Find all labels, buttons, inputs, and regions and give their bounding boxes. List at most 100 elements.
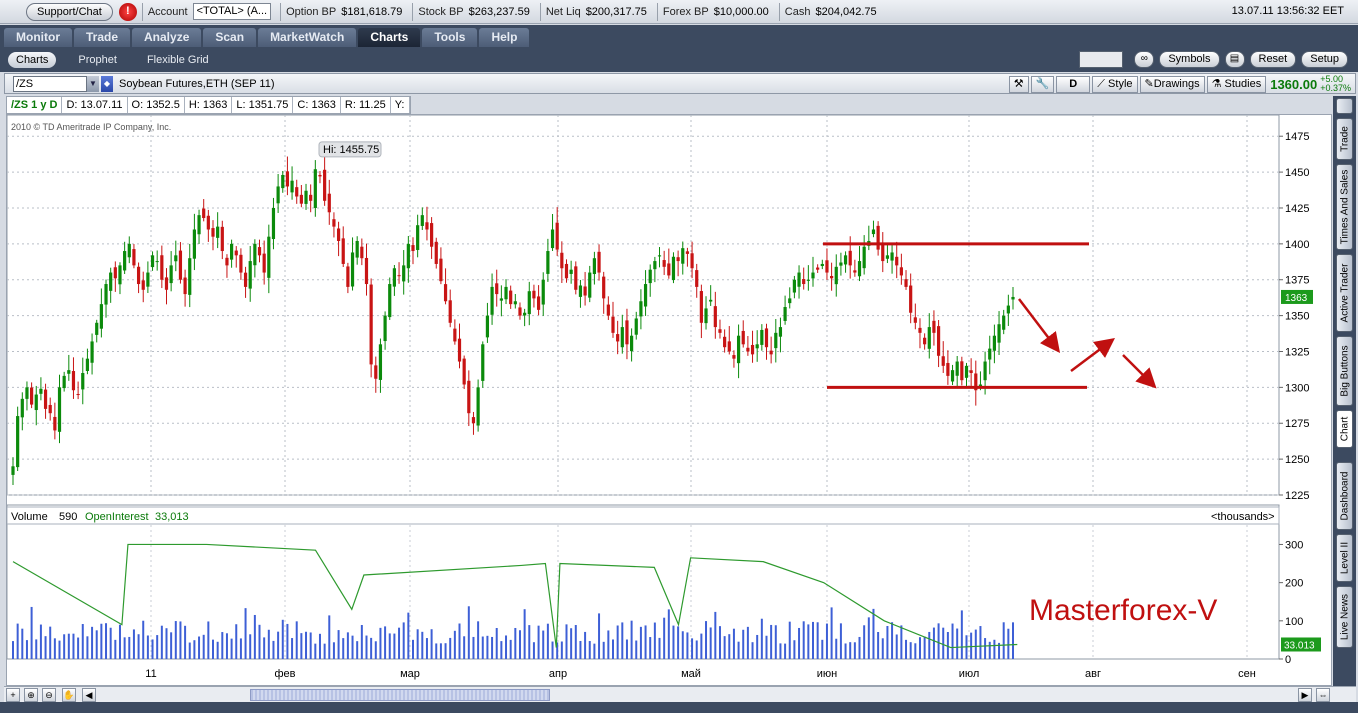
reset-button[interactable]: Reset [1249, 51, 1297, 68]
candle-body [555, 222, 559, 250]
candle-body [657, 255, 662, 257]
candle-body [509, 290, 513, 305]
candle-body [583, 286, 587, 296]
candle-body [262, 253, 266, 273]
candle-body [685, 251, 690, 254]
symbol-input[interactable]: /ZS [13, 75, 87, 92]
tab-charts[interactable]: Charts [358, 28, 421, 47]
chart-area[interactable]: 2010 © TD Ameritrade IP Company, Inc. Hi… [6, 114, 1332, 686]
subtab-flexible-grid[interactable]: Flexible Grid [146, 53, 209, 66]
y-tick-label: 1450 [1285, 167, 1309, 179]
candle-body [820, 263, 824, 267]
setup-button[interactable]: Setup [1301, 51, 1348, 68]
candle-body [220, 226, 224, 252]
pan-hand-icon[interactable]: ✋ [62, 688, 76, 702]
grid [6, 114, 1280, 660]
candle-body [34, 394, 38, 411]
last-price: 1360.00 [1270, 76, 1318, 92]
symbol-lookup-icon[interactable]: ◆ [101, 75, 113, 92]
candle-body [257, 247, 262, 256]
candle-body [1006, 305, 1010, 314]
studies-button[interactable]: ⚗ Studies [1206, 75, 1267, 93]
candle-body [574, 266, 578, 290]
chevron-down-icon[interactable]: ▼ [87, 75, 99, 92]
side-tab-active-trader[interactable]: Active Trader [1336, 254, 1353, 332]
zoom-in-icon[interactable]: ⊕ [24, 688, 38, 702]
candle-body [830, 275, 834, 279]
alert-icon[interactable]: ! [118, 2, 137, 21]
side-tab-times-and-sales[interactable]: Times And Sales [1336, 164, 1353, 250]
tab-monitor[interactable]: Monitor [4, 28, 72, 47]
style-button[interactable]: ⟋ Style [1092, 75, 1138, 93]
support-chat-button[interactable]: Support/Chat [26, 2, 113, 21]
option-bp-value: $181,618.79 [341, 5, 403, 18]
candle-body [174, 255, 178, 262]
candle-body [248, 261, 252, 289]
price-change: +5.00 +0.37% [1320, 75, 1351, 93]
wrench-icon[interactable]: 🔧 [1030, 75, 1055, 93]
candle-body [453, 328, 457, 342]
side-tab-live-news[interactable]: Live News [1336, 586, 1353, 648]
scroll-left-icon[interactable]: ◀ [82, 688, 96, 702]
candle-body [136, 266, 141, 285]
candle-body [20, 398, 24, 418]
side-tab-label: Live News [1339, 593, 1350, 641]
candle-body [164, 277, 169, 290]
x-tick-label: авг [1085, 668, 1101, 680]
scrollbar-thumb[interactable] [250, 689, 550, 701]
top-status-bar: Support/Chat ! Account <TOTAL> (A... Opt… [0, 0, 1358, 24]
candle-body [71, 371, 76, 391]
candle-body [448, 300, 452, 323]
subtab-charts[interactable]: Charts [8, 51, 57, 68]
tab-marketwatch[interactable]: MarketWatch [258, 28, 357, 47]
tools-icon[interactable]: ⚒ [1008, 75, 1029, 93]
link-icon[interactable]: ∞ [1134, 51, 1155, 68]
watermark-text: Masterforex-V [1029, 594, 1217, 627]
side-tab-big-buttons[interactable]: Big Buttons [1336, 336, 1353, 406]
main-tabs: Monitor Trade Analyze Scan MarketWatch C… [0, 25, 1358, 47]
print-icon[interactable]: ▤ [1224, 51, 1245, 68]
side-tab-dashboard[interactable]: Dashboard [1336, 462, 1353, 530]
candle-body [671, 256, 676, 281]
tab-help[interactable]: Help [479, 28, 530, 47]
side-tab-label: Level II [1339, 541, 1350, 575]
side-tab-label: Active Trader [1339, 263, 1350, 323]
aggregation-button[interactable]: D [1056, 75, 1091, 93]
candle-body [755, 344, 759, 349]
price-chart-svg[interactable]: 2010 © TD Ameritrade IP Company, Inc. Hi… [6, 114, 1333, 687]
tab-scan[interactable]: Scan [203, 28, 257, 47]
drawings-button[interactable]: ✎Drawings [1139, 75, 1205, 93]
info-low: L: 1351.75 [232, 97, 294, 113]
scroll-right-icon[interactable]: ▶ [1298, 688, 1312, 702]
volume-pane: 0 100 200 300 33.013 [12, 539, 1321, 666]
candle-body [150, 255, 155, 268]
crosshair-icon[interactable]: + [6, 688, 20, 702]
tab-tools[interactable]: Tools [422, 28, 478, 47]
zoom-out-icon[interactable]: ⊖ [42, 688, 56, 702]
candle-body [476, 387, 480, 426]
candle-body [602, 276, 606, 299]
side-tab-level-ii[interactable]: Level II [1336, 534, 1353, 582]
expand-icon[interactable]: ⇔ [1316, 688, 1330, 702]
candle-body [202, 208, 206, 219]
candle-body [899, 267, 903, 276]
side-tab-trade[interactable]: Trade [1336, 118, 1353, 160]
candle-body [230, 243, 234, 260]
candle-body [141, 280, 145, 290]
account-selector[interactable]: <TOTAL> (A... [192, 3, 272, 20]
candle-body [425, 222, 429, 230]
side-tab-chart[interactable]: Chart [1336, 410, 1353, 448]
candle-body [625, 320, 629, 345]
subtab-prophet[interactable]: Prophet [78, 53, 117, 66]
tab-analyze[interactable]: Analyze [132, 28, 202, 47]
panel-toggle-icon[interactable] [1336, 98, 1353, 114]
divider [280, 2, 282, 21]
tab-trade[interactable]: Trade [74, 28, 131, 47]
time-scrollbar[interactable]: + ⊕ ⊖ ✋ ◀ ▶ ⇔ [4, 686, 1356, 702]
color-swatch[interactable] [1079, 51, 1124, 68]
cash-label: Cash [784, 5, 811, 18]
x-tick-label: июл [959, 668, 980, 680]
candle-body [978, 384, 983, 388]
symbols-button[interactable]: Symbols [1159, 51, 1220, 68]
candle-body [267, 236, 271, 278]
